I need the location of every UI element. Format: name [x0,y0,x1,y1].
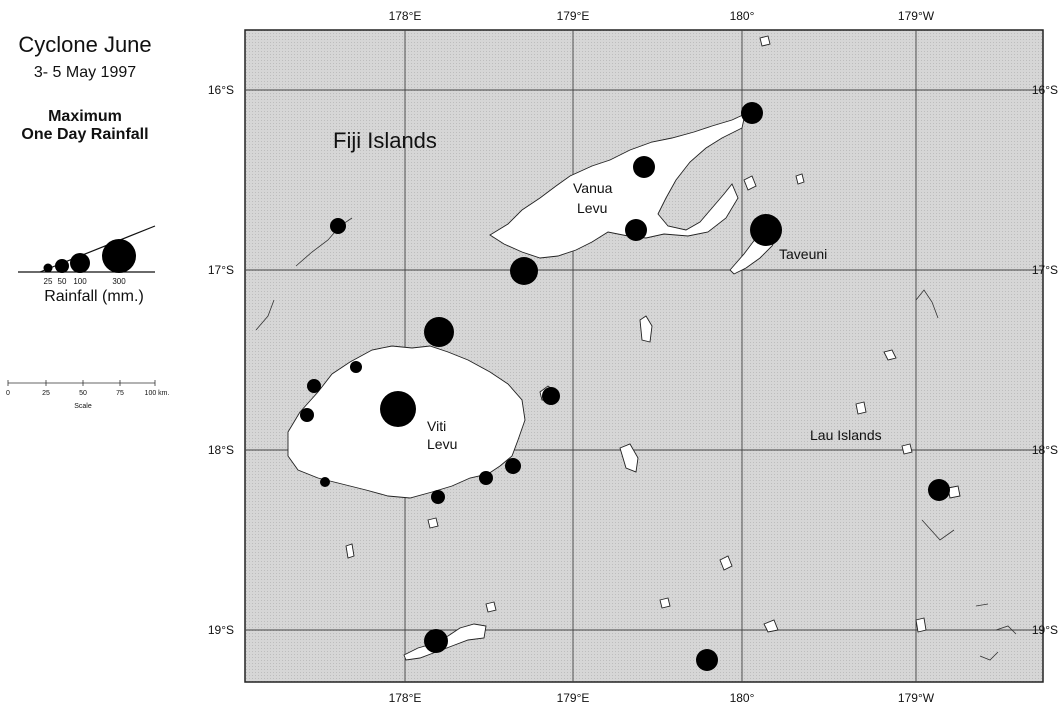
label-viti-levu-2: Levu [427,436,457,452]
legend-heading-line1: Maximum [48,108,122,125]
rain-marker [928,479,950,501]
lon-label-bottom: 179°E [557,691,590,705]
lat-label-left: 17°S [208,263,234,277]
rain-marker [424,317,454,347]
rain-marker [510,257,538,285]
lat-label-right: 18°S [1032,443,1058,457]
map-title: Cyclone June [18,32,152,57]
rain-marker [505,458,521,474]
lon-label-top: 179°W [898,9,935,23]
label-lau-islands: Lau Islands [810,427,882,443]
rain-marker [750,214,782,246]
label-vanua-levu-1: Vanua [573,180,613,196]
rain-marker [320,477,330,487]
scale-tick-100: 100 km. [145,390,170,397]
legend-label-300: 300 [112,277,126,286]
scale-caption: Scale [74,403,92,410]
lon-label-bottom: 178°E [389,691,422,705]
rain-marker [431,490,445,504]
legend-circle-300 [102,239,136,273]
lon-label-top: 178°E [389,9,422,23]
lat-label-left: 19°S [208,623,234,637]
lon-label-top: 179°E [557,9,590,23]
region-label: Fiji Islands [333,128,437,153]
rain-marker [479,471,493,485]
lat-label-left: 16°S [208,83,234,97]
legend-heading-line2: One Day Rainfall [21,126,149,143]
rainfall-markers [300,102,950,671]
label-vanua-levu-2: Levu [577,200,607,216]
rain-marker [633,156,655,178]
lat-label-left: 18°S [208,443,234,457]
label-viti-levu-1: Viti [427,418,446,434]
rain-marker [350,361,362,373]
rain-marker [696,649,718,671]
lon-label-bottom: 180° [730,691,755,705]
label-taveuni: Taveuni [779,246,827,262]
lat-label-right: 16°S [1032,83,1058,97]
rain-marker [424,629,448,653]
rain-marker [625,219,647,241]
legend-graphic: 25 50 100 300 0 25 50 75 100 km. Scale [6,225,170,410]
date-range: 3- 5 May 1997 [33,64,137,81]
rain-marker [330,218,346,234]
legend-circle-25 [43,263,53,273]
legend-label-25: 25 [44,277,53,286]
rain-marker [542,387,560,405]
scale-tick-0: 0 [6,390,10,397]
lat-label-right: 17°S [1032,263,1058,277]
lon-label-top: 180° [730,9,755,23]
rain-marker [380,391,416,427]
scale-tick-50: 50 [79,390,87,397]
lat-label-right: 19°S [1032,623,1058,637]
legend-label-50: 50 [58,277,67,286]
legend-label-100: 100 [73,277,87,286]
legend-units-label: Rainfall (mm.) [44,288,144,305]
legend-circle-50 [55,259,69,273]
rain-marker [307,379,321,393]
rain-marker [741,102,763,124]
island-vanua-levu [489,113,746,259]
scale-tick-25: 25 [42,390,50,397]
scale-tick-75: 75 [116,390,124,397]
rain-marker [300,408,314,422]
lon-label-bottom: 179°W [898,691,935,705]
legend-circle-100 [70,253,90,273]
